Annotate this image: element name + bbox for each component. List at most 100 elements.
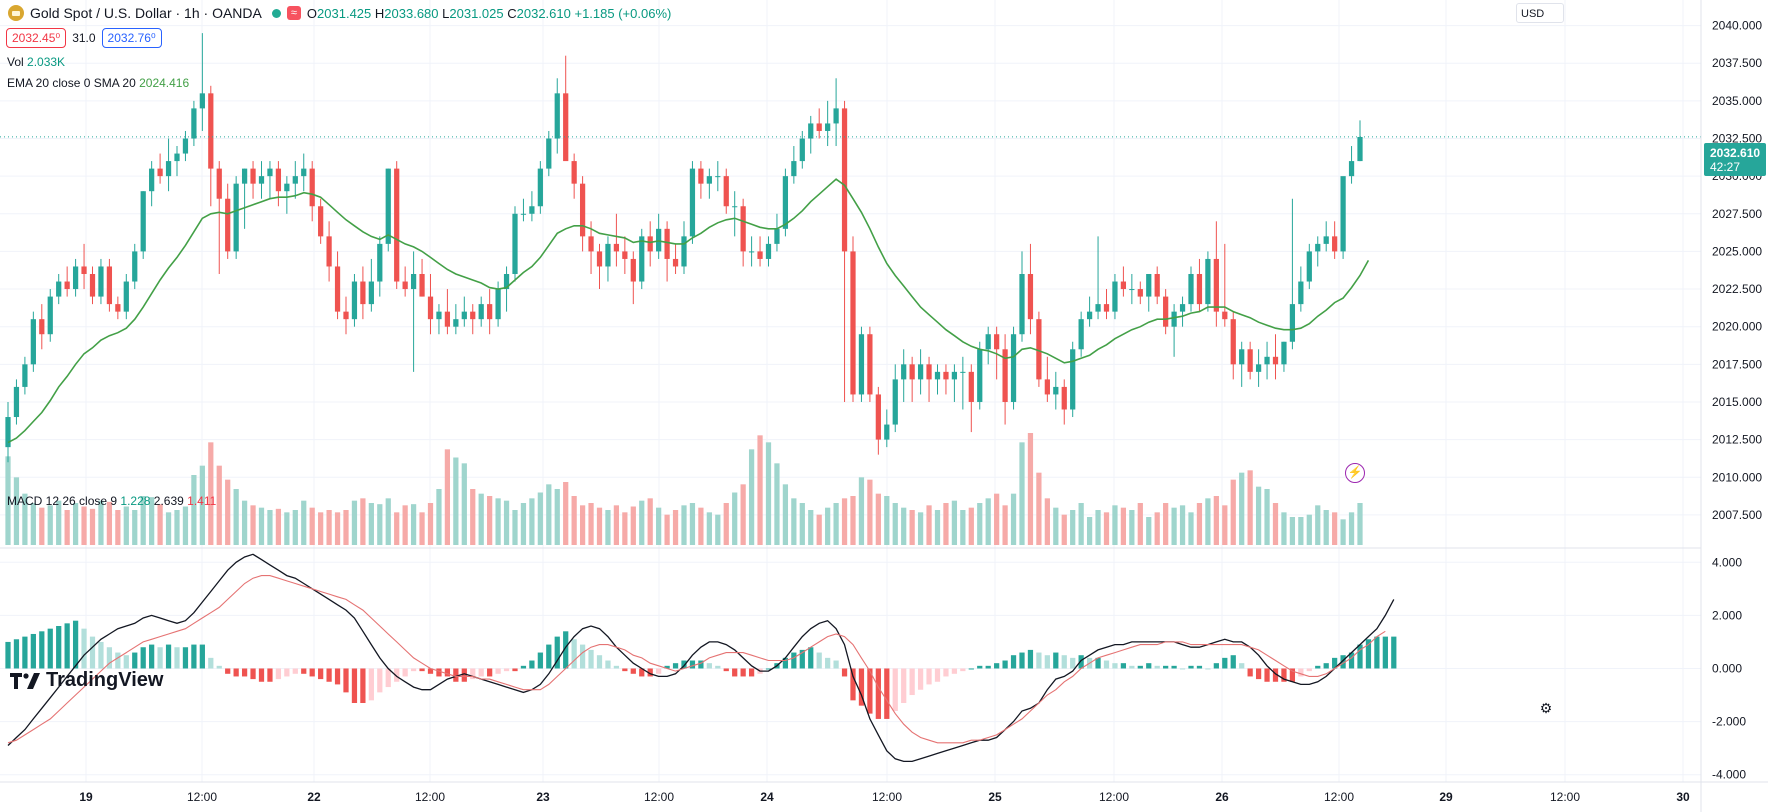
lightning-icon[interactable]: ⚡ bbox=[1345, 463, 1365, 483]
candle-body bbox=[1036, 319, 1042, 380]
tradingview-logo-icon bbox=[10, 672, 40, 689]
candle-body bbox=[825, 123, 831, 131]
volume-bar bbox=[1120, 507, 1127, 545]
volume-bar bbox=[1002, 505, 1008, 545]
histogram-bar bbox=[233, 668, 239, 677]
sell-button[interactable]: 2032.45⁰ bbox=[6, 28, 67, 48]
volume-bar bbox=[56, 500, 62, 545]
candle bbox=[613, 213, 620, 267]
volume-legend[interactable]: Vol 2.033K bbox=[7, 55, 65, 69]
candle bbox=[1044, 356, 1050, 402]
histogram-bar bbox=[799, 649, 805, 669]
candle-body bbox=[5, 417, 11, 448]
histogram-bar bbox=[892, 668, 898, 711]
volume-bar bbox=[1171, 507, 1177, 545]
histogram-bar bbox=[647, 668, 653, 677]
candle-body bbox=[841, 108, 848, 252]
price-tick-label: 2027.500 bbox=[1712, 207, 1762, 221]
candle-body bbox=[241, 168, 248, 184]
tradingview-logo[interactable]: TradingView bbox=[10, 669, 163, 692]
volume-bar bbox=[309, 507, 315, 545]
candle-body bbox=[1340, 176, 1346, 252]
volume-bar bbox=[250, 505, 256, 545]
symbol-title[interactable]: Gold Spot / U.S. Dollar · 1h · OANDA bbox=[30, 5, 262, 21]
buy-button[interactable]: 2032.76⁰ bbox=[101, 28, 162, 48]
volume-bar bbox=[825, 507, 831, 545]
volume-bar bbox=[689, 503, 696, 545]
volume-bar bbox=[343, 510, 349, 545]
histogram-bar bbox=[81, 628, 87, 669]
candle bbox=[233, 176, 239, 259]
volume-bar bbox=[444, 449, 451, 545]
candle bbox=[98, 258, 104, 305]
histogram-bar bbox=[926, 668, 932, 685]
candle bbox=[563, 55, 569, 162]
candle bbox=[689, 161, 696, 244]
candle-body bbox=[1086, 311, 1093, 320]
volume-bar bbox=[1146, 517, 1152, 545]
volume-bar bbox=[1095, 510, 1101, 545]
candle-body bbox=[1129, 289, 1135, 291]
histogram-bar bbox=[1348, 652, 1355, 669]
candle-body bbox=[1137, 289, 1143, 297]
macd-legend[interactable]: MACD 12 26 close 9 1.228 2.639 1.411 bbox=[7, 494, 216, 508]
volume-bar bbox=[284, 512, 290, 545]
candle bbox=[1289, 198, 1296, 350]
histogram-bar bbox=[115, 652, 121, 669]
candle bbox=[360, 266, 366, 320]
histogram-bar bbox=[140, 647, 146, 669]
candle-body bbox=[1357, 136, 1363, 162]
candle-body bbox=[698, 168, 704, 184]
volume-bar bbox=[715, 514, 721, 545]
histogram-bar bbox=[1255, 668, 1262, 680]
histogram-bar bbox=[343, 668, 349, 693]
currency-button[interactable]: USD bbox=[1516, 3, 1564, 23]
market-open-status-icon[interactable] bbox=[271, 8, 281, 18]
candle bbox=[706, 168, 712, 199]
candle-body bbox=[123, 281, 129, 312]
candle bbox=[715, 161, 721, 192]
price-tick-label: 2037.500 bbox=[1712, 56, 1762, 70]
volume-bar bbox=[1188, 512, 1194, 545]
histogram-bar bbox=[1315, 665, 1321, 669]
candle bbox=[765, 236, 772, 267]
volume-bar bbox=[875, 493, 881, 545]
volume-bar bbox=[1019, 442, 1025, 545]
volume-bar bbox=[123, 506, 129, 545]
candle bbox=[22, 356, 28, 395]
volume-bars bbox=[5, 433, 1363, 545]
candle bbox=[1095, 236, 1101, 320]
volume-bar bbox=[1272, 503, 1279, 545]
histogram-bar bbox=[360, 668, 366, 703]
volume-bar bbox=[39, 507, 45, 545]
volume-bar bbox=[1306, 514, 1312, 545]
ema-legend[interactable]: EMA 20 close 0 SMA 20 2024.416 bbox=[7, 76, 189, 90]
gear-icon[interactable]: ⚙ bbox=[1539, 700, 1553, 716]
histogram-bar bbox=[917, 668, 924, 690]
candle-body bbox=[453, 319, 459, 327]
volume-bar bbox=[1315, 505, 1321, 545]
price-tick-label: 2012.500 bbox=[1712, 433, 1762, 447]
volume-bar bbox=[1332, 512, 1338, 545]
candle bbox=[1179, 296, 1186, 327]
histogram-bar bbox=[808, 647, 814, 669]
candle bbox=[402, 266, 408, 297]
candle-body bbox=[132, 251, 138, 282]
candle bbox=[106, 258, 113, 312]
data-flag-icon[interactable]: ≈ bbox=[286, 6, 301, 20]
price-tick-label: 2020.000 bbox=[1712, 320, 1762, 334]
candle-body bbox=[385, 168, 391, 244]
candle-body bbox=[444, 311, 451, 327]
volume-bar bbox=[427, 503, 434, 545]
histogram-bar bbox=[309, 668, 315, 677]
candle bbox=[410, 251, 417, 372]
candle bbox=[1120, 266, 1127, 297]
candle-body bbox=[1264, 356, 1270, 365]
histogram-bar bbox=[698, 660, 704, 669]
time-tick-label: 12:00 bbox=[187, 790, 217, 804]
candle-body bbox=[917, 364, 924, 380]
candle-body bbox=[1019, 274, 1025, 335]
candle-body bbox=[774, 228, 780, 244]
candle bbox=[284, 176, 290, 214]
